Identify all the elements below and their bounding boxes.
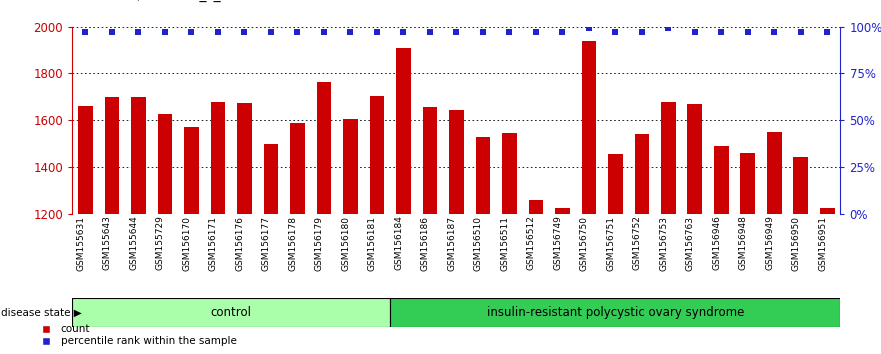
Bar — [820, 208, 834, 354]
Bar — [370, 96, 384, 354]
Bar — [237, 103, 252, 354]
Bar — [105, 97, 119, 354]
Bar — [581, 41, 596, 354]
Bar — [555, 208, 570, 354]
Bar — [714, 146, 729, 354]
Bar — [423, 108, 437, 354]
Bar — [72, 298, 390, 327]
Text: disease state ▶: disease state ▶ — [1, 308, 82, 318]
Text: control: control — [211, 307, 252, 319]
Bar — [740, 153, 755, 354]
Bar — [476, 137, 490, 354]
Bar — [131, 97, 145, 354]
Bar — [794, 157, 808, 354]
Legend: count, percentile rank within the sample: count, percentile rank within the sample — [32, 320, 241, 350]
Bar — [449, 110, 463, 354]
Bar — [211, 102, 226, 354]
Bar — [390, 298, 840, 327]
Bar — [184, 127, 199, 354]
Bar — [634, 135, 649, 354]
Bar — [608, 154, 623, 354]
Bar — [661, 102, 676, 354]
Text: insulin-resistant polycystic ovary syndrome: insulin-resistant polycystic ovary syndr… — [486, 307, 744, 319]
Bar — [158, 114, 173, 354]
Bar — [290, 123, 305, 354]
Bar — [687, 104, 702, 354]
Bar — [343, 119, 358, 354]
Bar — [396, 48, 411, 354]
Bar — [502, 133, 516, 354]
Bar — [529, 200, 543, 354]
Text: GDS3104 / 210125_s_at: GDS3104 / 210125_s_at — [68, 0, 234, 2]
Bar — [316, 82, 331, 354]
Bar — [263, 144, 278, 354]
Bar — [78, 106, 93, 354]
Bar — [767, 132, 781, 354]
